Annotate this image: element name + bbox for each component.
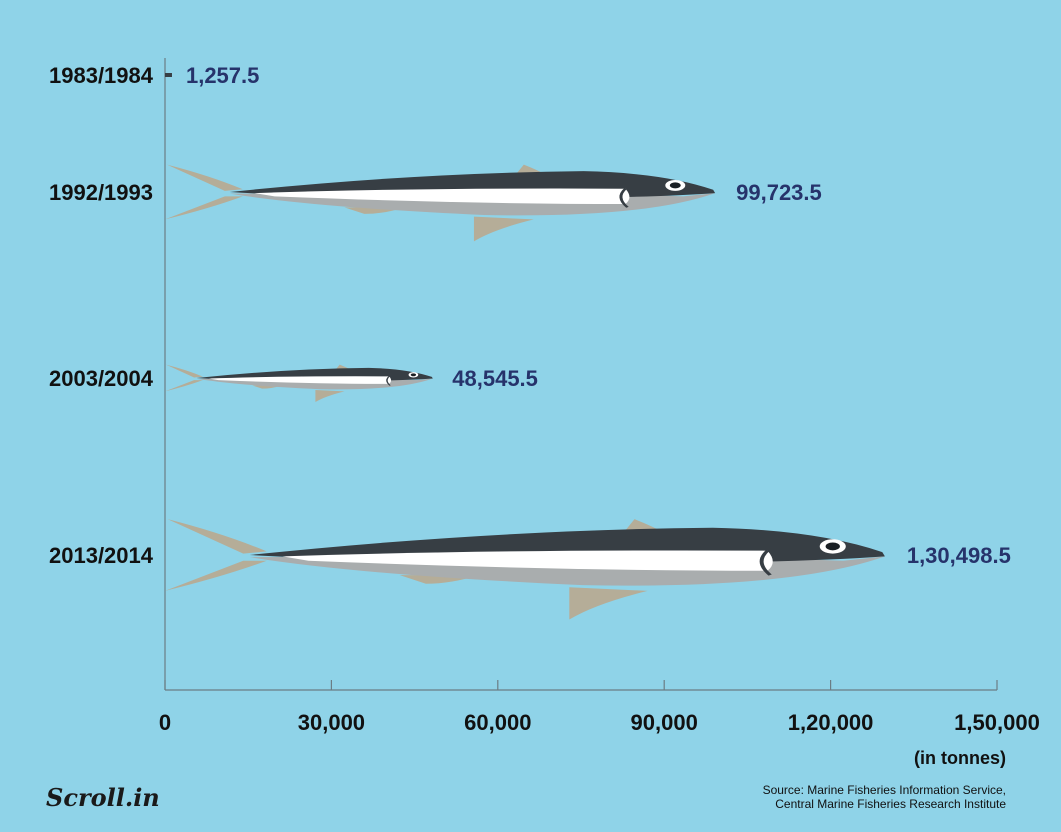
fish-bar-mark	[163, 517, 887, 622]
category-label: 1983/1984	[49, 63, 154, 88]
value-label: 1,257.5	[186, 63, 259, 88]
value-label: 99,723.5	[736, 180, 822, 205]
scroll-logo: Scroll.in	[46, 783, 160, 812]
fish-bar-mark	[164, 363, 434, 403]
x-tick-label: 0	[159, 710, 171, 735]
x-tick-label: 90,000	[631, 710, 698, 735]
fish-bar-mark	[163, 163, 717, 243]
x-tick-label: 30,000	[298, 710, 365, 735]
x-tick-label: 60,000	[464, 710, 531, 735]
x-tick-label: 1,20,000	[788, 710, 874, 735]
source-line-2: Central Marine Fisheries Research Instit…	[775, 797, 1006, 811]
x-axis-unit-label: (in tonnes)	[914, 748, 1006, 768]
value-label: 1,30,498.5	[907, 543, 1011, 568]
x-tick-label: 1,50,000	[954, 710, 1040, 735]
value-label: 48,545.5	[452, 366, 538, 391]
bar-mark	[165, 73, 172, 77]
category-label: 1992/1993	[49, 180, 153, 205]
category-label: 2013/2014	[49, 543, 154, 568]
source-line-1: Source: Marine Fisheries Information Ser…	[763, 783, 1006, 797]
category-label: 2003/2004	[49, 366, 154, 391]
